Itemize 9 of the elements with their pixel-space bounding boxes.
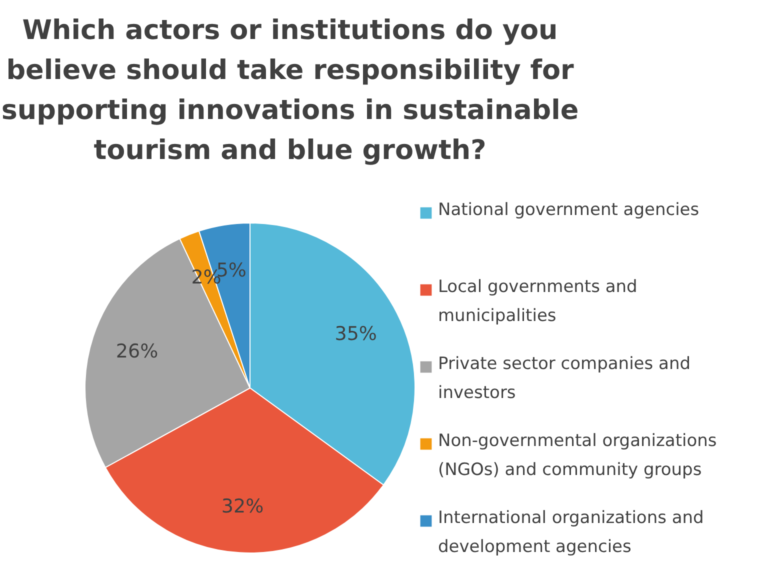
data-label: 26%: [116, 340, 158, 362]
legend-label: Local governments and municipalities: [438, 277, 638, 326]
chart-title: Which actors or institutions do you believe should take responsibility for supporting innovations in sustainable tourism and blue growth?: [1, 15, 579, 166]
data-label: 32%: [221, 496, 264, 518]
legend-label: International organizations and development agencies: [438, 508, 704, 557]
data-label: 35%: [334, 323, 377, 346]
legend-label: Private sector companies and investors: [438, 354, 691, 403]
legend-label: Non-governmental organizations (NGOs) and community groups: [438, 431, 717, 480]
legend-label: National government agencies: [438, 200, 700, 220]
